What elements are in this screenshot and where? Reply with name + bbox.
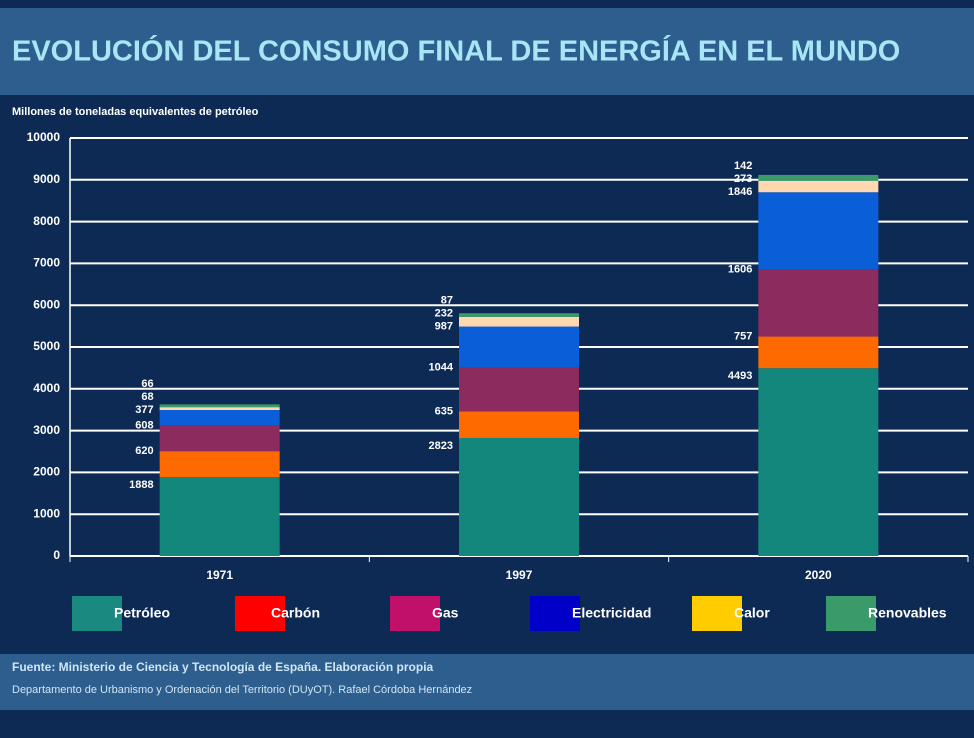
- bar-segment: [758, 336, 879, 369]
- title-band: [0, 8, 974, 95]
- value-label: 142: [734, 160, 752, 172]
- legend-swatch: [692, 596, 742, 631]
- legend-label: Carbón: [271, 605, 320, 621]
- x-tick-label: 1971: [206, 568, 233, 582]
- axis-title: Millones de toneladas equivalentes de pe…: [12, 106, 259, 118]
- y-tick-label: 4000: [33, 381, 60, 395]
- legend-label: Gas: [432, 605, 459, 621]
- y-tick-label: 2000: [33, 465, 60, 479]
- bar-segment: [758, 180, 879, 193]
- legend-label: Renovables: [868, 605, 947, 621]
- value-label: 273: [734, 173, 752, 185]
- y-tick-label: 8000: [33, 214, 60, 228]
- legend-swatch: [826, 596, 876, 631]
- value-label: 1846: [728, 186, 752, 198]
- value-label: 635: [435, 405, 453, 417]
- bar-segment: [459, 313, 579, 317]
- y-tick-label: 0: [53, 548, 60, 562]
- bar-segment: [758, 192, 879, 270]
- footer-band: [0, 654, 974, 710]
- legend-label: Petróleo: [114, 605, 170, 621]
- source: Fuente: Ministerio de Ciencia y Tecnolog…: [12, 660, 434, 674]
- value-label: 2823: [429, 440, 453, 452]
- bar-segment: [758, 174, 879, 181]
- credit: Departamento de Urbanismo y Ordenación d…: [12, 684, 472, 696]
- bar-segment: [758, 269, 879, 337]
- y-tick-label: 3000: [33, 423, 60, 437]
- legend-label: Calor: [734, 605, 770, 621]
- bar-segment: [159, 477, 280, 556]
- chart-title: EVOLUCIÓN DEL CONSUMO FINAL DE ENERGÍA E…: [12, 34, 900, 68]
- bar-segment: [459, 367, 579, 412]
- bar-segment: [159, 451, 280, 478]
- y-tick-label: 1000: [33, 506, 60, 520]
- value-label: 1888: [129, 479, 153, 491]
- legend-swatch: [390, 596, 440, 631]
- value-label: 620: [135, 445, 153, 457]
- bar-segment: [159, 404, 280, 408]
- y-tick-label: 7000: [33, 256, 60, 270]
- value-label: 1044: [429, 362, 454, 374]
- legend-swatch: [235, 596, 285, 631]
- value-label: 987: [435, 320, 453, 332]
- y-tick-label: 9000: [33, 172, 60, 186]
- value-label: 87: [441, 294, 453, 306]
- bar-segment: [459, 316, 579, 327]
- value-label: 4493: [728, 370, 752, 382]
- y-tick-label: 6000: [33, 297, 60, 311]
- bar-segment: [459, 411, 579, 438]
- bar-segment: [159, 409, 280, 426]
- value-label: 1606: [728, 263, 752, 275]
- value-label: 68: [141, 391, 153, 403]
- y-tick-label: 10000: [27, 130, 61, 144]
- x-tick-label: 1997: [506, 568, 533, 582]
- bar-segment: [459, 326, 579, 368]
- bar-segment: [159, 425, 280, 452]
- legend-swatch: [530, 596, 580, 631]
- bar-segment: [758, 368, 879, 556]
- bar-segment: [459, 437, 579, 556]
- legend-swatch: [72, 596, 122, 631]
- y-tick-label: 5000: [33, 339, 60, 353]
- legend-label: Electricidad: [572, 605, 651, 621]
- bar-segment: [159, 407, 280, 410]
- value-label: 757: [734, 330, 752, 342]
- value-label: 232: [435, 307, 453, 319]
- value-label: 377: [135, 404, 153, 416]
- value-label: 608: [135, 420, 153, 432]
- value-label: 66: [141, 378, 153, 390]
- x-tick-label: 2020: [805, 568, 832, 582]
